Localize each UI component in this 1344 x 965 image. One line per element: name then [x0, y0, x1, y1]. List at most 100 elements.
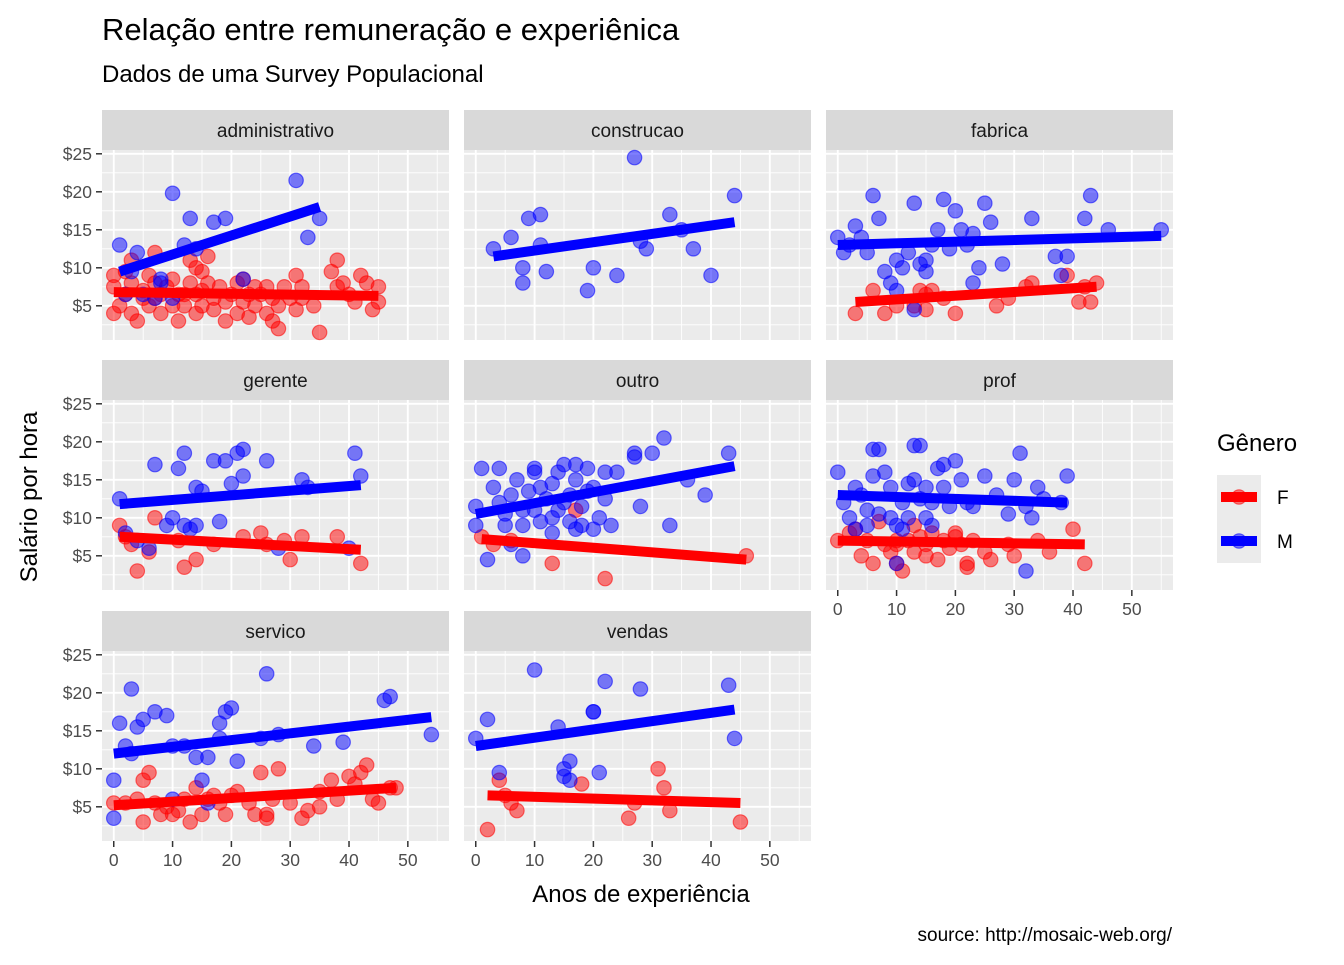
data-point-m — [217, 452, 234, 469]
data-point-m — [865, 187, 881, 204]
data-point-m — [258, 452, 275, 469]
x-axis-title: Anos de experiência — [532, 881, 750, 908]
data-point-m — [829, 464, 846, 480]
data-point-m — [888, 555, 905, 572]
data-point-m — [105, 810, 122, 826]
data-point-m — [1059, 468, 1075, 484]
x-tick-label: 10 — [887, 599, 907, 619]
data-point-m — [473, 460, 490, 477]
data-point-f — [1006, 547, 1023, 564]
data-point-m — [200, 749, 216, 766]
data-point-m — [976, 195, 993, 211]
y-tick-label: $5 — [73, 296, 92, 316]
data-point-m — [258, 665, 275, 682]
data-point-m — [632, 498, 649, 515]
x-tick-label: 30 — [280, 850, 300, 870]
y-tick-label: $20 — [63, 683, 92, 703]
data-point-f — [217, 313, 234, 329]
data-point-f — [358, 757, 375, 773]
data-point-m — [111, 237, 128, 253]
data-point-m — [170, 460, 187, 477]
data-point-f — [982, 551, 999, 568]
data-point-m — [976, 468, 993, 484]
data-point-m — [223, 700, 240, 716]
panel-gerente: gerente $5 $10 $15 $20 $25 — [63, 360, 449, 590]
data-point-m — [894, 259, 911, 276]
data-point-m — [720, 445, 737, 461]
data-point-f — [147, 509, 163, 526]
data-point-f — [732, 814, 749, 830]
data-point-f — [217, 806, 234, 823]
data-point-m — [467, 517, 484, 534]
x-tick-label: 30 — [1004, 599, 1024, 619]
fit-line-m — [118, 202, 322, 277]
data-point-m — [544, 525, 561, 541]
legend-label: F — [1277, 488, 1289, 509]
fit-line-f — [119, 531, 362, 555]
data-point-f — [656, 779, 672, 796]
data-point-m — [352, 468, 369, 484]
data-point-m — [515, 275, 531, 291]
data-point-m — [971, 259, 987, 276]
data-point-m — [235, 271, 251, 287]
data-point-m — [485, 479, 502, 496]
y-tick-label: $10 — [63, 258, 92, 278]
fit-line-f — [113, 287, 379, 301]
data-point-m — [153, 271, 169, 287]
y-tick-label: $25 — [63, 394, 92, 414]
panel-servico: servico $5 $10 $15 $20 $25 0 10 20 30 40 50 — [63, 611, 449, 870]
data-point-f — [188, 259, 204, 276]
data-point-m — [965, 275, 981, 291]
data-point-m — [685, 241, 702, 257]
strip-label: servico — [245, 622, 305, 643]
data-point-m — [182, 210, 199, 227]
data-point-f — [270, 320, 287, 337]
strip-background — [102, 360, 449, 400]
strip-background — [102, 110, 449, 150]
fit-line-f — [487, 790, 741, 808]
data-point-m — [1076, 210, 1093, 227]
data-point-m — [158, 707, 175, 724]
data-point-f — [509, 802, 525, 819]
data-point-m — [935, 479, 952, 496]
y-tick-label: $5 — [73, 797, 92, 817]
panel-outro: outro — [464, 360, 811, 590]
panel-vendas: vendas 0 10 20 30 40 50 — [464, 611, 811, 870]
x-tick-label: 40 — [339, 850, 359, 870]
data-point-m — [562, 772, 578, 788]
y-axis-title: Salário por hora — [16, 411, 43, 582]
x-tick-label: 30 — [642, 850, 662, 870]
strip-background — [464, 110, 811, 150]
panel-prof: prof 0 10 20 30 40 50 — [826, 360, 1173, 619]
chart-title: Relação entre remuneração e experiênica — [102, 12, 680, 47]
data-point-m — [491, 764, 508, 781]
data-point-f — [620, 810, 637, 826]
data-point-m — [123, 681, 140, 697]
data-point-m — [526, 460, 543, 477]
data-point-m — [479, 551, 496, 568]
data-point-m — [382, 688, 398, 705]
data-point-f — [1076, 555, 1093, 572]
data-point-m — [129, 244, 146, 261]
x-tick-label: 10 — [525, 850, 545, 870]
x-tick-label: 50 — [1122, 599, 1142, 619]
strip-label: outro — [616, 371, 659, 392]
data-point-m — [638, 241, 655, 257]
data-point-f — [200, 248, 216, 265]
legend-key-point — [1231, 489, 1247, 505]
data-point-f — [479, 821, 496, 838]
legend-label: M — [1277, 532, 1293, 553]
data-point-m — [906, 301, 923, 318]
data-point-m — [579, 282, 596, 299]
strip-background — [826, 110, 1173, 150]
data-point-f — [929, 551, 946, 568]
data-point-m — [626, 149, 643, 166]
data-point-m — [953, 471, 970, 488]
data-point-m — [235, 441, 251, 458]
y-tick-label: $10 — [63, 759, 92, 779]
data-point-m — [1059, 248, 1075, 265]
data-point-f — [188, 551, 204, 568]
data-point-m — [235, 468, 251, 484]
data-point-m — [871, 210, 887, 227]
